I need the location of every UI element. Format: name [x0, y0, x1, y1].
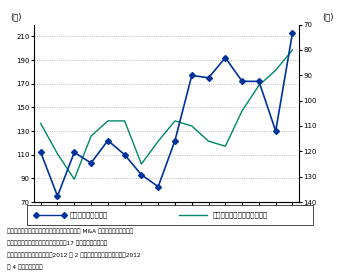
Text: 東京市場ドル・円為替レート: 東京市場ドル・円為替レート	[213, 212, 268, 218]
Text: 備考：対外買収件数は、発表案件、グループ内 M&A を含まない。為替レー: 備考：対外買収件数は、発表案件、グループ内 M&A を含まない。為替レー	[7, 228, 133, 233]
Text: 年 4 月）から作成。: 年 4 月）から作成。	[7, 265, 42, 270]
Text: トは、東京市場のドル・円スポット（17 時時点／月中平均）: トは、東京市場のドル・円スポット（17 時時点／月中平均）	[7, 241, 107, 246]
Text: 資料：レコフデータベース（2012 年 2 月）及び日銀データベース（2012: 資料：レコフデータベース（2012 年 2 月）及び日銀データベース（2012	[7, 253, 140, 258]
Text: (円): (円)	[322, 12, 334, 21]
Text: (件): (件)	[10, 12, 22, 21]
Text: 日本企楮の対外買収: 日本企楮の対外買収	[70, 212, 108, 218]
